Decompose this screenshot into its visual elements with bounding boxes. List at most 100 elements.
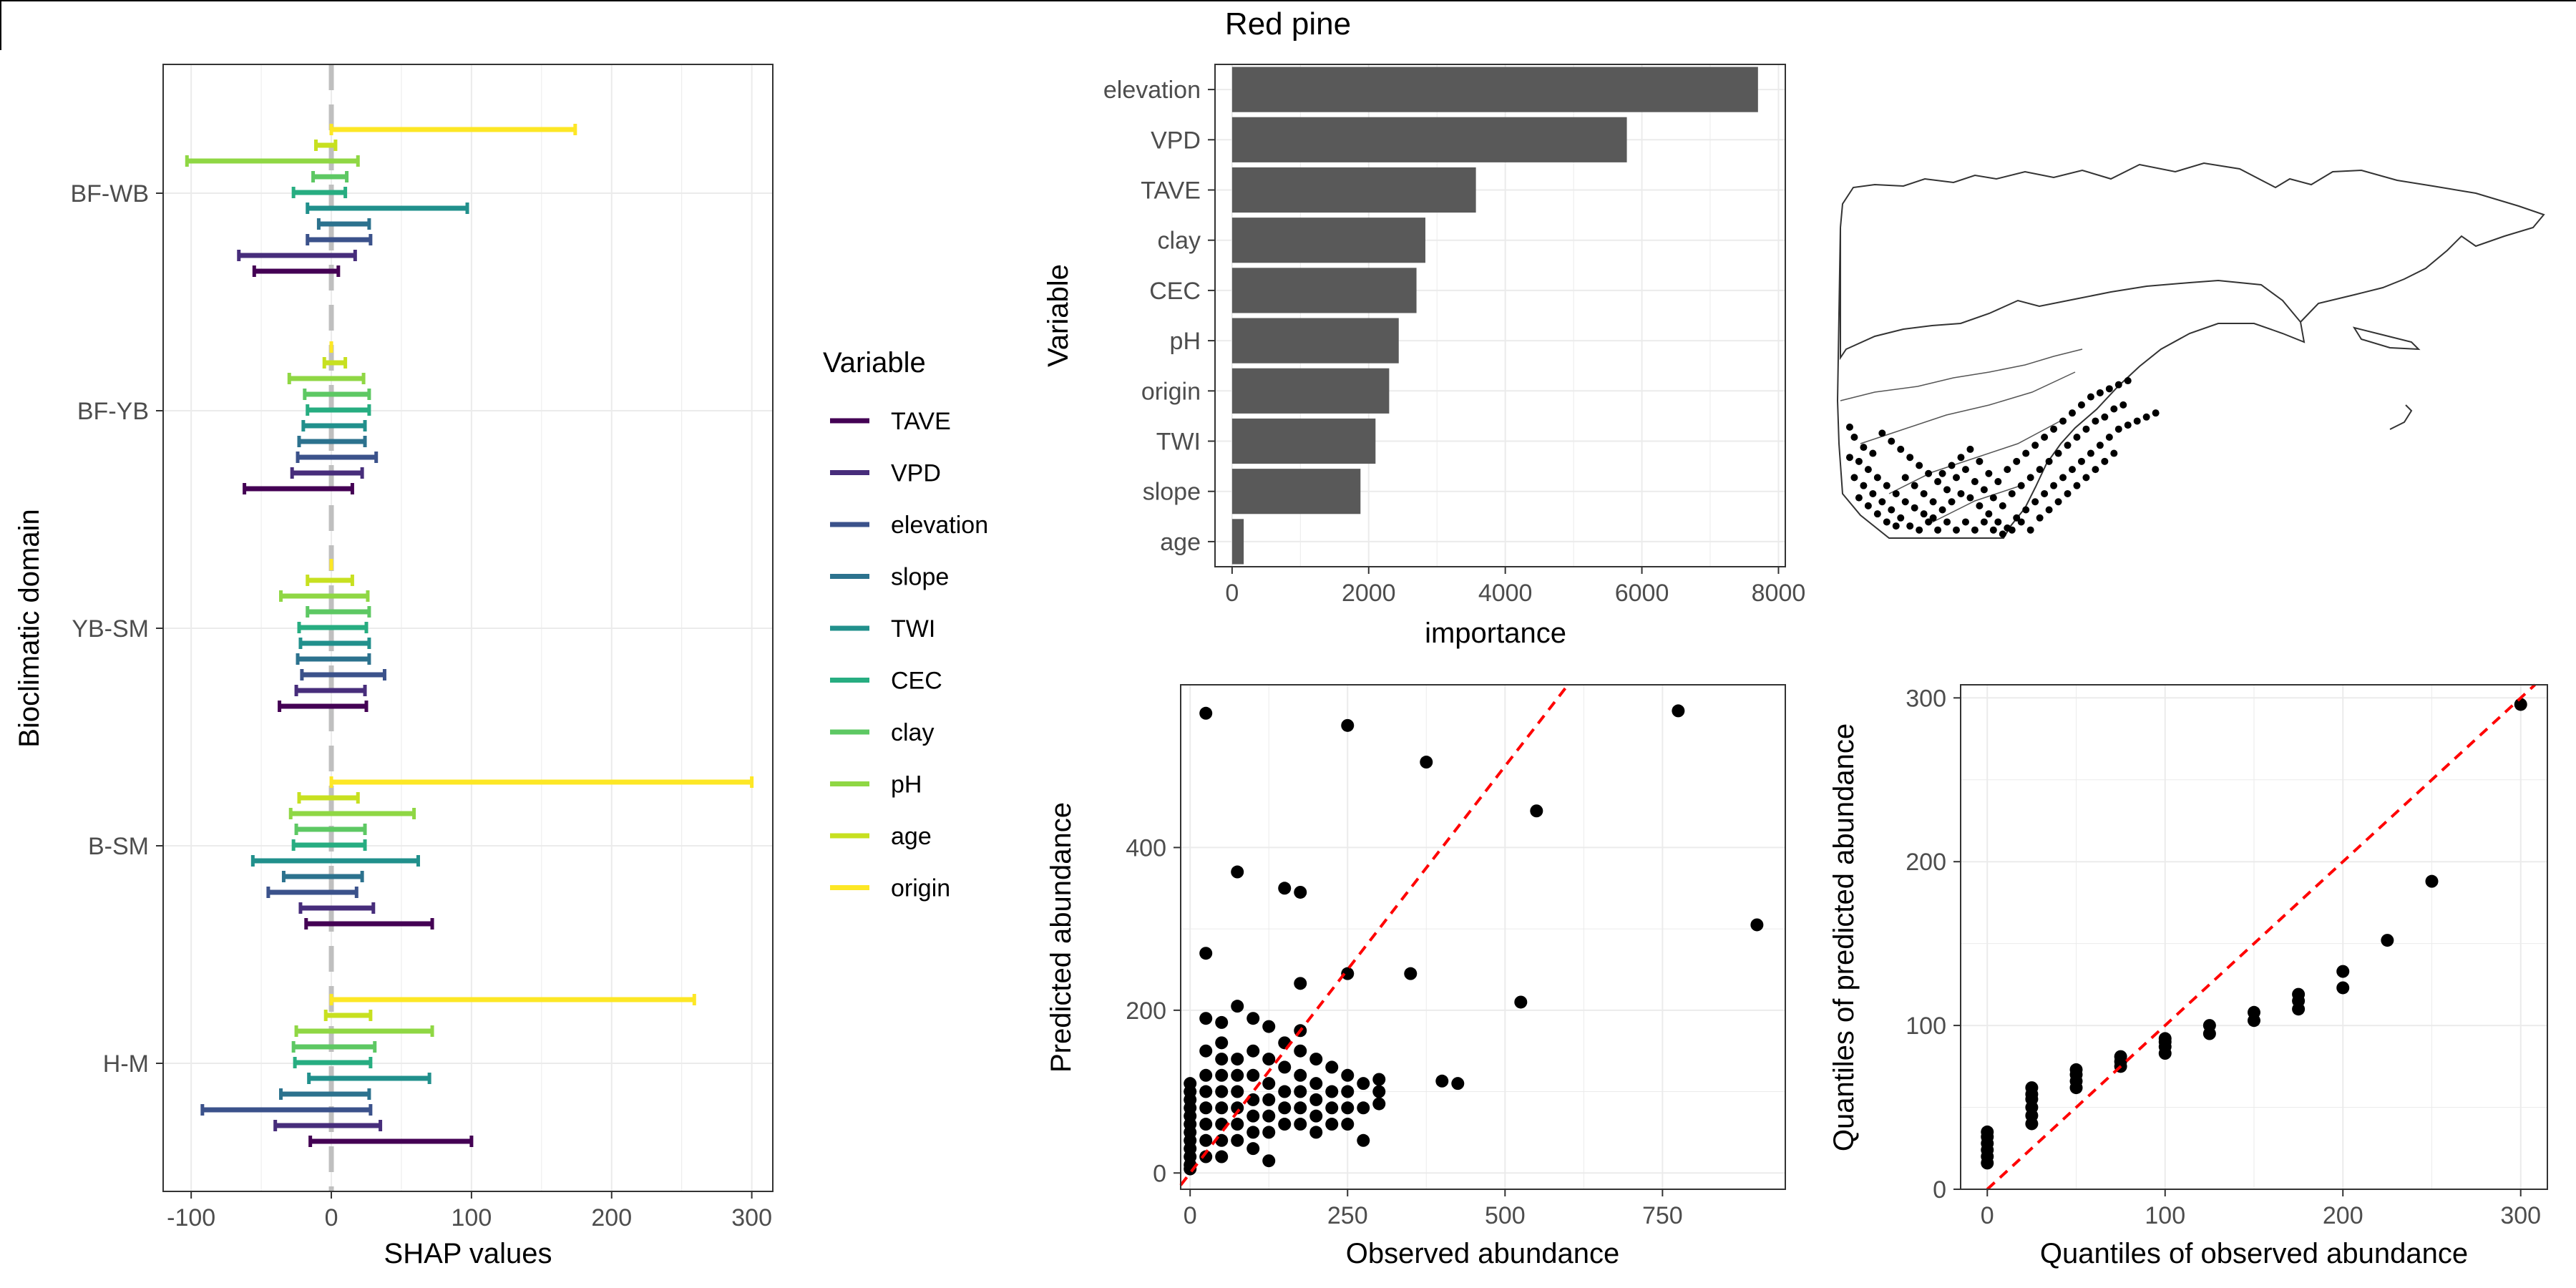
map-point [1925,469,1933,477]
shap-y-tick-label-b-sm: B-SM [88,833,149,860]
map-point [2114,381,2122,389]
map-point [1971,526,1979,534]
pred-vs-obs-point [1199,1101,1213,1115]
map-point [2026,474,2034,482]
map-point [1892,522,1900,530]
pred-vs-obs-point [1231,1085,1244,1098]
map-point [1925,518,1933,526]
figure-title: Red pine [1225,6,1351,42]
legend-item-age: age [830,823,932,850]
legend-item-ph: pH [830,771,922,799]
shap-errorbar-elevation-bf-wb [306,234,373,245]
qq-points [1981,698,2527,1170]
shap-x-tick-label: 0 [325,1204,338,1231]
map-point [1957,489,1965,497]
shap-errorbar-ph-b-sm [288,808,416,819]
qq-y-tick-label: 200 [1906,849,1946,876]
shap-errorbars [185,124,754,1147]
pred-vs-obs-point [1294,1068,1307,1082]
map-point [1883,482,1890,489]
pred-vs-obs-point [1294,977,1307,990]
map-point [2092,466,2099,474]
map-point [2036,466,2044,474]
pred-vs-obs-point [1262,1020,1276,1033]
map-point [1994,518,2002,526]
map-point [1999,502,2006,509]
qq-panel: 0 100 200 300 0 100 200 300 Quantiles of obser… [1828,683,2548,1269]
map-point [2054,449,2062,457]
shap-errorbar-cec-b-sm [291,839,367,851]
shap-x-tick-label: 300 [731,1204,772,1231]
shap-x-ticks: -100 0 100 200 300 [167,1191,772,1231]
map-point [2114,425,2122,433]
importance-bars [1231,67,1758,565]
map-point [1864,502,1872,509]
importance-y-tick-label-age: age [1160,529,1201,556]
pred-vs-obs-x-tick-label: 500 [1485,1202,1526,1229]
map-point [2092,417,2099,425]
shap-errorbar-ph-yb-sm [279,590,370,602]
pred-vs-obs-point [1278,1101,1292,1115]
map-point [1864,466,1872,474]
shap-errorbar-tave-h-m [308,1136,474,1147]
map-point [1976,502,1984,509]
pred-vs-obs-point [1309,1053,1323,1066]
map-point [1980,486,1988,494]
map-point [1897,514,1905,522]
shap-errorbar-slope-yb-sm [296,653,371,665]
importance-x-ticks: 0 2000 4000 6000 8000 [1225,567,1805,607]
map-occurrence-points [1845,377,2160,538]
map-point [1989,526,1997,534]
map-point [1929,498,1937,506]
map-point [2059,474,2067,482]
map-point [2069,409,2076,417]
qq-point [2336,965,2350,978]
map-panel [1836,162,2545,539]
map-point [1906,454,1914,462]
pred-vs-obs-point [1404,967,1418,980]
shap-errorbar-origin-h-m [329,994,696,1005]
pred-vs-obs-point [1231,1133,1244,1147]
map-point [2124,377,2132,385]
pred-vs-obs-point [1262,1077,1276,1091]
pred-vs-obs-point [1199,1068,1213,1082]
pred-vs-obs-point [1309,1126,1323,1139]
pred-vs-obs-point [1215,1036,1229,1050]
shap-errorbar-elevation-yb-sm [300,669,386,680]
map-point [1953,474,1960,482]
qq-point [2114,1050,2127,1063]
qq-point [2025,1081,2039,1095]
importance-bar-elevation [1231,67,1758,112]
importance-y-tick-label-cec: CEC [1149,278,1201,305]
map-point [1999,530,2006,538]
shap-errorbar-twi-yb-sm [298,638,371,649]
pred-vs-obs-points [1184,704,1764,1176]
map-point [1948,462,1956,469]
qq-point [2336,981,2350,995]
map-point [2087,393,2094,401]
map-point [2119,401,2127,409]
map-point [2096,389,2104,396]
pred-vs-obs-point [1294,1101,1307,1115]
importance-x-label: importance [1425,618,1566,649]
pred-vs-obs-point [1341,1085,1355,1098]
pred-vs-obs-x-label: Observed abundance [1346,1238,1620,1269]
pred-vs-obs-point [1215,1015,1229,1029]
shap-errorbar-vpd-h-m [273,1120,383,1131]
pred-vs-obs-point [1246,1126,1260,1139]
map-point [1934,478,1942,486]
shap-errorbar-elevation-bf-yb [296,452,379,463]
qq-y-tick-label: 0 [1933,1176,1946,1204]
shap-panel: -100 0 100 200 300 BF-WB BF-YB YB-SM B-SM H-M SH… [14,64,988,1269]
shap-x-tick-label: 200 [591,1204,632,1231]
importance-bar-age [1231,519,1244,565]
pred-vs-obs-point [1514,995,1528,1009]
pred-vs-obs-point [1231,1118,1244,1131]
map-point [2031,498,2039,506]
shap-errorbar-cec-bf-yb [306,404,371,416]
shap-errorbar-tave-bf-wb [252,265,341,277]
shap-errorbar-elevation-b-sm [266,887,358,898]
map-point [1855,494,1863,502]
pred-vs-obs-point [1199,706,1213,720]
shap-errorbar-clay-bf-wb [311,171,349,182]
